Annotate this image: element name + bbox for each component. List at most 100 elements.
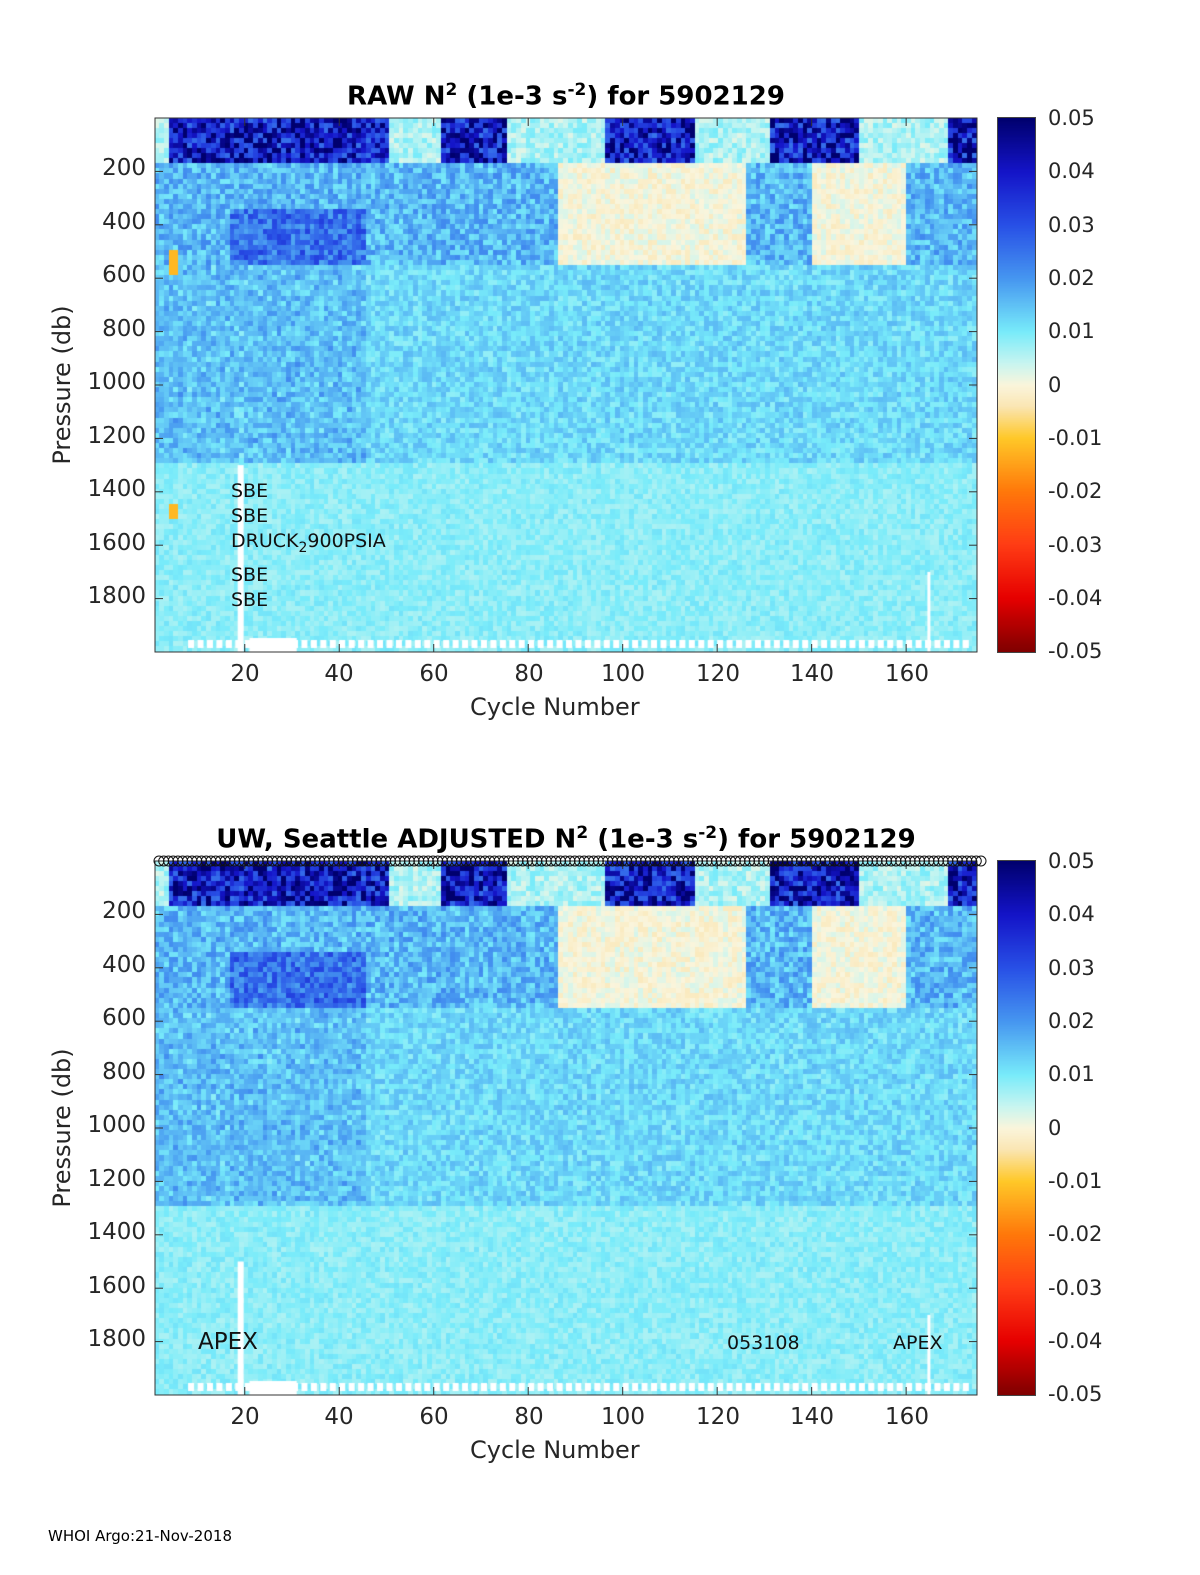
chart2-qc-marker	[838, 855, 850, 867]
chart2-qc-marker	[384, 855, 396, 867]
chart1-annotation-sbe: SBE	[231, 480, 269, 502]
cbtick: 0.04	[1048, 159, 1095, 183]
chart2-qc-marker	[937, 855, 949, 867]
chart2-qc-marker	[663, 855, 675, 867]
cbtick: -0.03	[1048, 533, 1103, 557]
ytick: 1600	[87, 1273, 146, 1299]
chart2-qc-marker	[200, 855, 212, 867]
chart2-qc-marker	[658, 855, 670, 867]
cbtick: 0.03	[1048, 956, 1095, 980]
chart2-title: UW, Seattle ADJUSTED N2 (1e-3 s-2) for 5…	[216, 823, 916, 855]
chart1-annotation-sbe: SBE	[231, 564, 269, 586]
chart2-qc-marker	[257, 855, 269, 867]
chart2-qc-marker	[781, 855, 793, 867]
chart2-qc-marker	[833, 855, 845, 867]
chart2-qc-marker	[427, 855, 439, 867]
chart2-qc-marker	[895, 855, 907, 867]
chart2-qc-marker	[640, 855, 652, 867]
chart2-qc-marker	[715, 855, 727, 867]
chart2-qc-marker	[644, 855, 656, 867]
chart2-qc-marker	[243, 855, 255, 867]
chart1-annotation-sbe: SBE	[231, 589, 269, 611]
cbtick: 0	[1048, 373, 1062, 397]
chart2-qc-marker	[172, 855, 184, 867]
chart2-qc-marker	[720, 855, 732, 867]
chart2-qc-marker	[687, 855, 699, 867]
chart1-xlabel: Cycle Number	[470, 693, 640, 721]
xtick: 120	[696, 1404, 740, 1430]
xtick: 80	[514, 661, 544, 687]
chart2-qc-marker	[791, 855, 803, 867]
chart2-qc-marker	[460, 855, 472, 867]
chart2-qc-marker	[167, 855, 179, 867]
chart2-qc-marker	[295, 855, 307, 867]
chart2-qc-marker	[795, 855, 807, 867]
ytick: 400	[102, 952, 146, 978]
chart2-qc-marker	[928, 855, 940, 867]
xtick: 160	[885, 1404, 929, 1430]
chart2-qc-marker	[843, 855, 855, 867]
chart2-annotation-serial: 053108	[727, 1332, 800, 1354]
chart2-qc-marker	[862, 855, 874, 867]
chart2-qc-marker	[455, 855, 467, 867]
chart2-qc-marker	[347, 855, 359, 867]
chart2-annotation-apex: APEX	[893, 1332, 943, 1354]
chart2-qc-marker	[810, 855, 822, 867]
chart2-qc-marker	[162, 855, 174, 867]
chart2-qc-marker	[545, 855, 557, 867]
chart2-axes-frame	[154, 860, 978, 1396]
chart2-annotation-apex: APEX	[198, 1329, 258, 1355]
chart2-qc-marker	[819, 855, 831, 867]
xtick: 40	[324, 661, 354, 687]
chart2-qc-marker	[181, 855, 193, 867]
chart2-qc-marker	[904, 855, 916, 867]
cbtick: -0.04	[1048, 1329, 1103, 1353]
chart2-qc-marker	[866, 855, 878, 867]
chart2-qc-marker	[852, 855, 864, 867]
xtick: 100	[601, 661, 645, 687]
chart2-qc-marker	[422, 855, 434, 867]
chart2-qc-marker	[966, 855, 978, 867]
chart2-qc-marker	[777, 855, 789, 867]
chart2-qc-marker	[451, 855, 463, 867]
chart2-heatmap	[155, 861, 977, 1395]
chart2-qc-marker	[262, 855, 274, 867]
chart2-qc-marker	[432, 855, 444, 867]
chart2-qc-marker	[252, 855, 264, 867]
chart2-qc-marker	[885, 855, 897, 867]
chart2-qc-marker	[507, 855, 519, 867]
chart2-qc-marker	[758, 855, 770, 867]
chart1-axes-frame	[154, 117, 978, 653]
chart2-qc-marker	[573, 855, 585, 867]
chart1-annotation-pressure-sensor: DRUCK2900PSIA	[231, 530, 386, 556]
chart2-qc-marker	[238, 855, 250, 867]
chart2-qc-marker	[569, 855, 581, 867]
chart2-qc-marker	[847, 855, 859, 867]
ytick: 800	[102, 1059, 146, 1085]
chart2-qc-marker	[158, 855, 170, 867]
footer-credit: WHOI Argo:21-Nov-2018	[48, 1527, 232, 1545]
xtick: 140	[790, 1404, 834, 1430]
chart2-qc-marker	[408, 855, 420, 867]
chart2-qc-marker	[299, 855, 311, 867]
xtick: 140	[790, 661, 834, 687]
xtick: 160	[885, 661, 929, 687]
chart2-qc-marker	[583, 855, 595, 867]
chart2-qc-marker	[389, 855, 401, 867]
chart2-qc-marker	[436, 855, 448, 867]
chart2-qc-marker	[531, 855, 543, 867]
chart2-qc-marker	[517, 855, 529, 867]
ytick: 1200	[87, 1166, 146, 1192]
chart2-qc-marker	[725, 855, 737, 867]
cbtick: 0.05	[1048, 106, 1095, 130]
cbtick: 0.02	[1048, 1009, 1095, 1033]
chart2-qc-marker	[890, 855, 902, 867]
chart2-qc-marker	[942, 855, 954, 867]
ytick: 600	[102, 262, 146, 288]
ytick: 1200	[87, 423, 146, 449]
chart2-qc-marker	[488, 855, 500, 867]
cbtick: 0	[1048, 1116, 1062, 1140]
chart2-qc-marker	[333, 855, 345, 867]
chart2-qc-marker	[625, 855, 637, 867]
chart2-qc-marker	[304, 855, 316, 867]
